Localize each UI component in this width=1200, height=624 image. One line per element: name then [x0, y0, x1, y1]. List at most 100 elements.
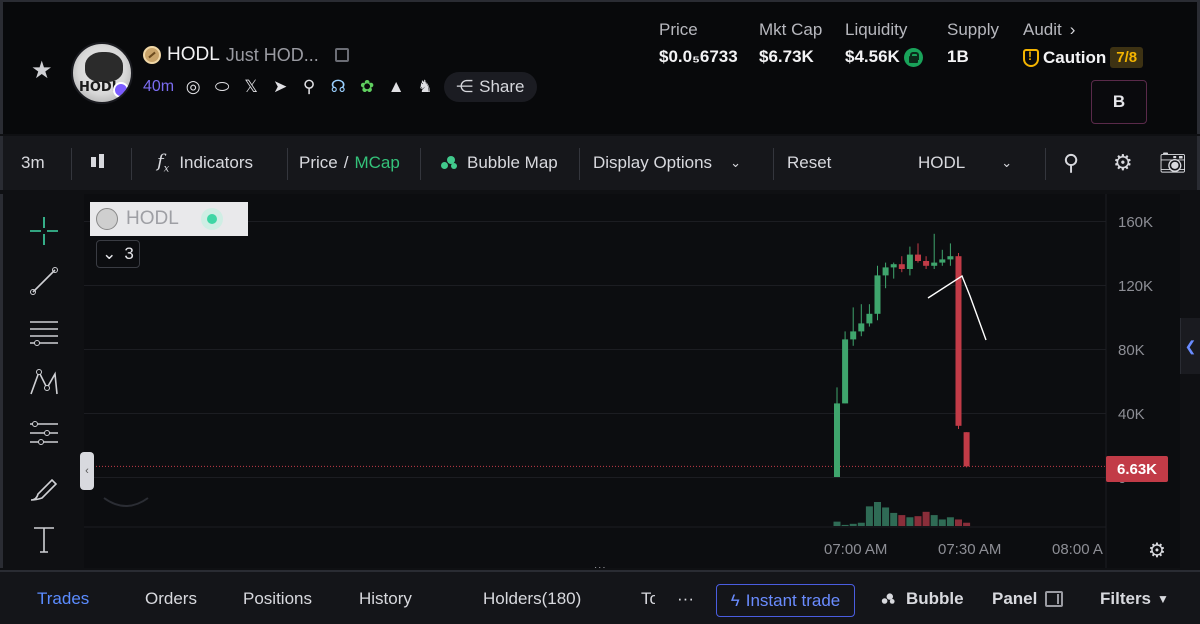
chevron-down-icon: ⌄ — [102, 244, 117, 263]
interval-selector[interactable]: 3m — [21, 153, 45, 172]
display-options-dropdown[interactable]: Display Options ⌄ — [593, 153, 741, 172]
candle-body — [923, 261, 930, 266]
crosshair-icon[interactable] — [27, 214, 61, 248]
volume-bar — [874, 502, 881, 526]
volume-bar — [914, 516, 922, 526]
candle-body — [842, 339, 849, 404]
reset-button[interactable]: Reset — [787, 153, 832, 172]
chevron-down-icon: ⌄ — [1001, 155, 1013, 170]
settings-gear-icon[interactable]: ⚙ — [1113, 150, 1133, 175]
symbol-dropdown[interactable]: HODL ⌄ — [918, 153, 1013, 172]
telegram-icon[interactable]: ➤ — [273, 77, 288, 96]
triangle-icon[interactable]: ▲ — [387, 77, 405, 96]
tab-history[interactable]: History — [359, 589, 412, 608]
frog-icon[interactable]: ✿ — [360, 77, 375, 96]
trend-line-icon[interactable] — [27, 264, 61, 298]
collapse-tools-handle[interactable]: ‹ — [80, 452, 94, 490]
tab-trades[interactable]: Trades — [37, 589, 90, 608]
candle-body — [890, 264, 897, 268]
volume-bar — [841, 524, 849, 526]
y-tick-label: 120K — [1118, 278, 1153, 295]
stat-price: Price $0.0₅6733 — [659, 20, 738, 66]
b-button[interactable]: B — [1091, 80, 1147, 124]
drawing-annotation — [927, 274, 987, 341]
volume-bar — [890, 512, 898, 526]
token-stats: Price $0.0₅6733 Mkt Cap $6.73K Liquidity… — [659, 20, 1144, 68]
lightning-icon: ϟ — [730, 590, 740, 610]
token-avatar: HODL — [71, 42, 133, 104]
indicators-button[interactable]: fx Indicators — [157, 151, 254, 175]
pill-icon[interactable]: ⬭ — [214, 77, 230, 96]
chart-settings-icon[interactable]: ⚙ — [1148, 540, 1166, 562]
platform-icon — [143, 46, 161, 64]
filters-dropdown[interactable]: Filters ▼ — [1100, 589, 1169, 608]
camera-icon[interactable]: 📷︎ — [1159, 150, 1187, 175]
pattern-icon[interactable] — [27, 366, 61, 400]
horizontal-lines-icon[interactable] — [27, 316, 61, 350]
bubble-icon — [881, 593, 896, 604]
volume-bar — [906, 517, 914, 526]
legend-avatar — [96, 208, 118, 230]
candle-body — [955, 256, 962, 426]
function-icon: fx — [157, 151, 170, 175]
candle-body — [915, 254, 921, 261]
x-icon[interactable]: 𝕏 — [244, 77, 258, 96]
caret-down-icon: ▼ — [1157, 592, 1169, 606]
current-price-tag: 6.63K — [1106, 456, 1168, 482]
watermark-arc — [103, 497, 149, 507]
bottom-tabs: Trades Orders Positions History Holders(… — [0, 570, 1200, 624]
text-tool-icon[interactable] — [27, 522, 61, 556]
stat-audit[interactable]: Audit› Caution 7/8 — [1023, 20, 1144, 68]
bubble-button[interactable]: Bubble — [880, 572, 964, 624]
chart-toolbar: 3m fx Indicators Price / MCap Bubble Map… — [0, 136, 1200, 190]
tab-positions[interactable]: Positions — [243, 589, 312, 608]
favorite-star-icon[interactable]: ★ — [31, 57, 53, 84]
copy-icon[interactable] — [334, 48, 349, 62]
target-icon[interactable]: ◎ — [185, 77, 201, 96]
token-age: 40m — [143, 78, 175, 95]
drawing-tools — [0, 194, 80, 568]
tab-orders[interactable]: Orders — [145, 589, 197, 608]
expand-panel-icon[interactable]: ❮ — [1180, 318, 1200, 374]
x-tick-label: 08:00 A — [1052, 541, 1103, 558]
audit-score: 7/8 — [1110, 47, 1144, 68]
token-name: Just HOD... — [225, 44, 319, 65]
volume-bar — [833, 521, 841, 526]
candle-body — [963, 432, 970, 467]
candle-body — [939, 259, 946, 263]
volume-bar — [865, 506, 873, 526]
volume-bar — [849, 523, 857, 526]
share-button[interactable]: ⋲ Share — [444, 72, 537, 102]
price-mcap-toggle[interactable]: Price / MCap — [299, 153, 400, 172]
volume-bar — [963, 522, 971, 526]
stat-mkt-cap: Mkt Cap $6.73K — [759, 20, 823, 66]
tab-holders[interactable]: Holders(180) — [483, 589, 582, 608]
panel-toggle[interactable]: Panel — [992, 572, 1064, 624]
wolf-icon[interactable]: ♞ — [417, 77, 433, 96]
volume-bar — [955, 519, 962, 526]
stat-liquidity: Liquidity $4.56K — [845, 20, 947, 68]
indicator-collapse-button[interactable]: ⌄ 3 — [96, 240, 140, 268]
chevron-down-icon: ⌄ — [730, 155, 741, 170]
zoom-search-icon[interactable]: ⚲ — [1063, 150, 1080, 175]
share-icon: ⋲ — [456, 77, 474, 96]
chart-legend: HODL — [90, 202, 248, 236]
search-icon[interactable]: ⚲ — [302, 77, 316, 96]
more-tabs-button[interactable]: ··· — [677, 589, 694, 608]
candle-body — [874, 275, 881, 314]
bubble-map-icon — [441, 156, 459, 170]
brush-icon[interactable] — [27, 470, 61, 504]
candle-type-icon[interactable] — [91, 136, 105, 190]
instant-trade-button[interactable]: ϟ Instant trade — [716, 584, 855, 617]
candle-body — [906, 254, 913, 269]
audit-status: Caution — [1043, 47, 1107, 67]
bubble-map-button[interactable]: Bubble Map — [441, 136, 558, 190]
alien-icon[interactable]: ☊ — [330, 77, 346, 96]
fib-icon[interactable] — [27, 418, 61, 452]
tab-top-traders[interactable]: To — [641, 589, 655, 608]
lock-icon — [903, 47, 923, 67]
y-tick-label: 80K — [1118, 342, 1145, 359]
